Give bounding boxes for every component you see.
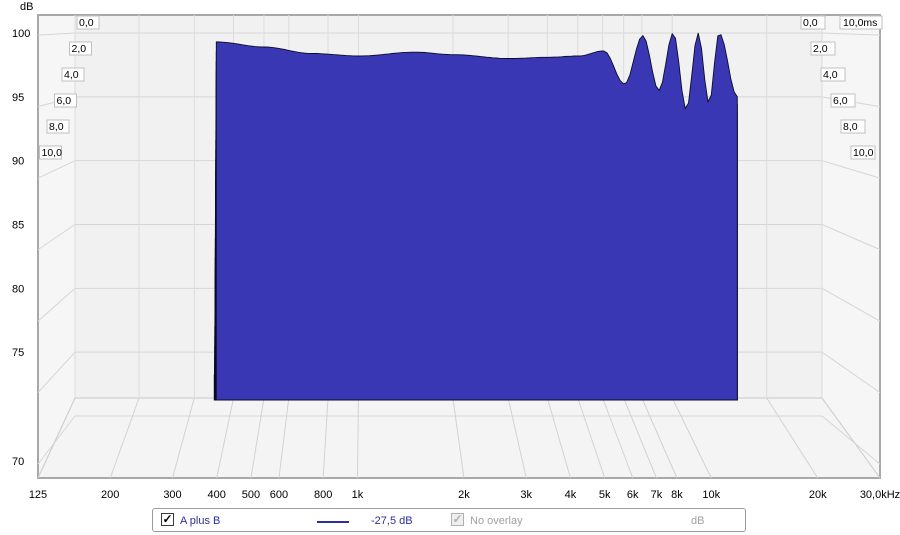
svg-text:0,0: 0,0: [79, 17, 94, 29]
time-tick-right: 4,0: [820, 67, 846, 82]
svg-text:8,0: 8,0: [843, 121, 858, 133]
time-unit-label: 10,0ms: [839, 15, 883, 30]
x-tick-label: 3k: [520, 489, 532, 501]
x-tick-label: 400: [208, 489, 226, 501]
x-tick-label: 600: [270, 489, 288, 501]
svg-text:10,0: 10,0: [853, 147, 874, 159]
time-tick-left: 10,0: [39, 145, 63, 160]
time-tick-right: 0,0: [800, 15, 826, 30]
x-tick-label: 8k: [671, 489, 683, 501]
svg-text:6,0: 6,0: [833, 95, 848, 107]
y-tick-label: 85: [12, 220, 24, 232]
y-tick-label: 80: [12, 283, 24, 295]
time-tick-right: 8,0: [840, 119, 866, 134]
time-tick-left: 6,0: [54, 93, 77, 108]
x-axis-ticks: 125 200 300 400 500 600 800 1k 2k 3k 4k 5k 6k 7k 8k 10k…: [29, 489, 900, 501]
time-ticks-right: 0,0 2,0 4,0 6,0 8,0 10,0 10,0ms: [800, 15, 883, 160]
svg-text:2,0: 2,0: [72, 43, 87, 55]
time-ticks-left: 0,0 2,0 4,0 6,0 8,0 10,0: [39, 15, 100, 160]
series-value: -27,5 dB: [371, 515, 413, 527]
y-tick-label: 75: [12, 347, 24, 359]
waterfall-slices: [213, 32, 738, 401]
y-axis-label: dB: [20, 1, 33, 13]
x-tick-label: 7k: [651, 489, 663, 501]
legend-bar: ✓ A plus B -27,5 dB ✓ No overlay dB: [152, 508, 746, 532]
svg-text:2,0: 2,0: [813, 43, 828, 55]
y-tick-label: 100: [12, 28, 30, 40]
x-tick-label: 30,0kHz: [860, 489, 900, 501]
x-tick-label: 2k: [458, 489, 470, 501]
y-axis-ticks: 100 95 90 85 80 75 70: [12, 28, 30, 468]
x-tick-label: 500: [242, 489, 260, 501]
svg-text:10,0: 10,0: [42, 147, 63, 159]
series-checkbox[interactable]: ✓: [161, 512, 174, 526]
y-tick-label: 70: [12, 456, 24, 468]
series-line-swatch: [317, 521, 349, 523]
x-tick-label: 10k: [702, 489, 720, 501]
unit-label: dB: [691, 515, 705, 527]
x-tick-label: 300: [163, 489, 181, 501]
svg-text:4,0: 4,0: [64, 69, 79, 81]
x-tick-label: 125: [29, 489, 47, 501]
time-tick-left: 4,0: [61, 67, 85, 82]
y-tick-label: 95: [12, 92, 24, 104]
time-tick-right: 2,0: [810, 41, 836, 56]
svg-text:6,0: 6,0: [57, 95, 72, 107]
time-tick-left: 0,0: [76, 15, 100, 30]
x-tick-label: 1k: [352, 489, 364, 501]
overlay-label: No overlay: [470, 515, 523, 527]
overlay-checkbox[interactable]: ✓: [451, 512, 464, 526]
x-tick-label: 800: [314, 489, 332, 501]
time-tick-left: 8,0: [46, 119, 70, 134]
svg-text:4,0: 4,0: [823, 69, 838, 81]
time-tick-right: 10,0: [850, 145, 876, 160]
x-tick-label: 4k: [565, 489, 577, 501]
waterfall-slice: [215, 32, 738, 401]
series-label: A plus B: [180, 515, 221, 527]
svg-text:0,0: 0,0: [803, 17, 818, 29]
time-tick-right: 6,0: [830, 93, 856, 108]
time-tick-left: 2,0: [69, 41, 92, 56]
x-tick-label: 200: [101, 489, 119, 501]
x-tick-label: 6k: [627, 489, 639, 501]
x-tick-label: 20k: [809, 489, 827, 501]
x-tick-label: 5k: [599, 489, 611, 501]
waterfall-chart: 100 95 90 85 80 75 70 125 200 300 400 500 600 800 1k 2…: [12, 1, 900, 501]
svg-text:8,0: 8,0: [49, 121, 64, 133]
svg-text:10,0ms: 10,0ms: [843, 17, 877, 29]
y-tick-label: 90: [12, 156, 24, 168]
